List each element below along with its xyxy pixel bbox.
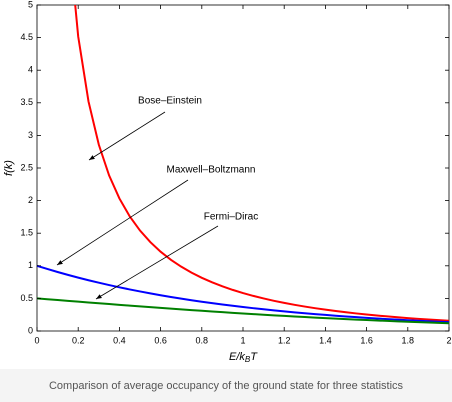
y-tick-label: 5: [28, 0, 33, 9]
x-tick-label: 1.2: [278, 335, 291, 345]
x-tick-label: 0: [34, 335, 39, 345]
x-tick-label: 0.6: [154, 335, 167, 345]
x-tick-label: 2: [446, 335, 451, 345]
y-tick-label: 4: [28, 65, 33, 75]
y-tick-label: 0: [28, 325, 33, 335]
y-tick-label: 3.5: [20, 97, 33, 107]
y-tick-label: 2.5: [20, 162, 33, 172]
x-tick-label: 1.8: [402, 335, 415, 345]
arrow: [56, 179, 189, 266]
series-line: [74, 5, 449, 322]
y-tick-label: 3: [28, 130, 33, 140]
x-tick-label: 1.6: [360, 335, 373, 345]
y-tick-label: 1: [28, 260, 33, 270]
x-tick-label: 0.8: [196, 335, 209, 345]
x-tick-label: 0.4: [113, 335, 126, 345]
x-axis-label-part: T: [250, 351, 258, 363]
annotation: Maxwell–Boltzmann: [167, 165, 256, 176]
arrow: [88, 111, 166, 161]
x-tick-label: 0.2: [72, 335, 85, 345]
annotation: Bose–Einstein: [138, 96, 202, 107]
y-tick-label: 2: [28, 195, 33, 205]
x-axis-label-part: E/k: [229, 351, 245, 363]
lines: [37, 5, 449, 325]
y-tick-label: 1.5: [20, 228, 33, 238]
series-line: [37, 297, 449, 325]
y-tick-label: 4.5: [20, 32, 33, 42]
series-line: [37, 264, 449, 324]
caption-band: [0, 369, 452, 402]
x-tick-label: 1: [240, 335, 245, 345]
x-axis-label: E/kBT: [229, 351, 258, 364]
x-tick-label: 1.4: [319, 335, 332, 345]
arrow: [95, 225, 219, 300]
annotation: Fermi–Dirac: [204, 212, 258, 223]
caption: Comparison of average occupancy of the g…: [49, 380, 404, 392]
x-axis-label-sub: B: [245, 355, 251, 364]
y-tick-label: 0.5: [20, 293, 33, 303]
y-axis-label: f(k): [3, 160, 15, 176]
